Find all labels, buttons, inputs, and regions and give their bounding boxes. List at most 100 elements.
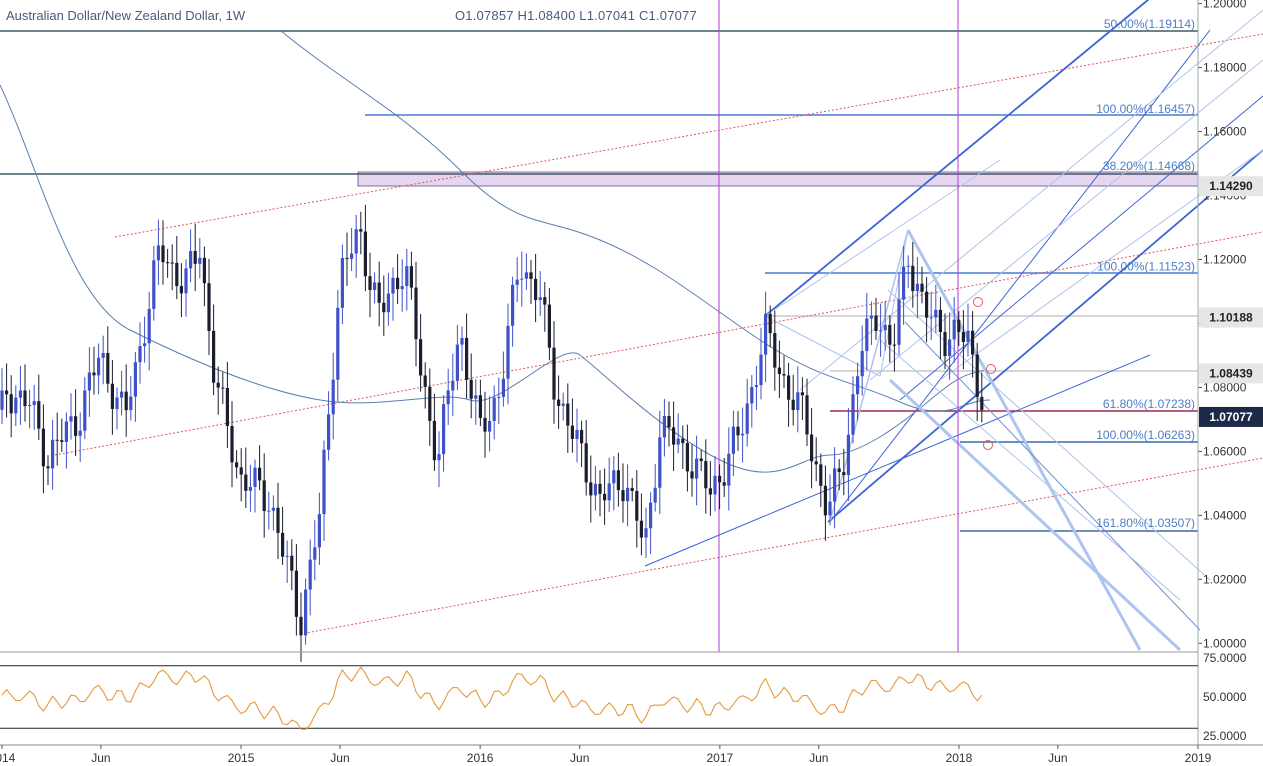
channel-line [299, 457, 1263, 635]
candle [221, 372, 225, 404]
candle [777, 340, 781, 399]
candle [409, 251, 413, 300]
candle [902, 246, 906, 325]
candle [428, 368, 432, 446]
price-tag: 1.08439 [1199, 363, 1263, 384]
candle [294, 544, 298, 636]
candle [258, 445, 262, 491]
candle [290, 539, 294, 591]
candle [345, 232, 349, 286]
candle [639, 493, 643, 556]
candle [814, 437, 818, 482]
price-tag: 1.14290 [1199, 176, 1263, 197]
candle [106, 326, 110, 393]
candle [879, 303, 883, 357]
candle [934, 284, 938, 333]
candle [156, 219, 160, 285]
candle [980, 372, 984, 423]
candle [915, 257, 919, 319]
candle [133, 352, 137, 422]
candle [690, 444, 694, 497]
candle [773, 310, 777, 391]
x-tick-label: 2015 [228, 751, 255, 765]
candle [708, 461, 712, 516]
chart-title: Australian Dollar/New Zealand Dollar, 1W [6, 8, 246, 23]
candle [124, 364, 128, 437]
candle [952, 296, 956, 363]
candle [856, 362, 860, 421]
candle [649, 492, 653, 555]
candle [212, 304, 216, 396]
candle [391, 267, 395, 321]
candle [225, 361, 229, 448]
candle [451, 353, 455, 417]
candle [331, 352, 335, 440]
y-tick-label: 1.12000 [1203, 252, 1247, 266]
candle [271, 495, 275, 531]
candle [920, 266, 924, 304]
candle [248, 464, 252, 512]
candle [593, 465, 597, 511]
candle [547, 288, 551, 361]
candle [828, 474, 832, 526]
candle [782, 355, 786, 389]
pivot-marker [983, 440, 993, 450]
candle [414, 261, 418, 367]
x-tick-label: Jun [809, 751, 828, 765]
candle [511, 276, 515, 347]
candle [189, 229, 193, 283]
y-tick-label: 1.04000 [1203, 508, 1247, 522]
candle [957, 311, 961, 346]
candle [455, 324, 459, 391]
x-tick-label: 2019 [1185, 751, 1212, 765]
rsi-tick-label: 50.0000 [1203, 690, 1247, 704]
candle [432, 393, 436, 471]
rsi-tick-label: 25.0000 [1203, 729, 1247, 743]
y-tick-label: 1.20000 [1203, 0, 1247, 11]
candle [64, 412, 68, 469]
candle [166, 248, 170, 278]
candle [851, 376, 855, 444]
candle [966, 303, 970, 357]
candle [308, 539, 312, 616]
candle [695, 435, 699, 506]
candle [745, 378, 749, 447]
candle [971, 311, 975, 378]
price-tag-label: 1.07077 [1209, 410, 1253, 424]
candle [9, 375, 13, 438]
candle [386, 272, 390, 326]
candle [78, 412, 82, 462]
pitchfork-line [904, 321, 1201, 631]
candle [796, 366, 800, 433]
candle [552, 321, 556, 424]
candle [129, 375, 133, 421]
candle [230, 401, 234, 488]
candle [83, 377, 87, 440]
candle [524, 253, 528, 290]
y-tick-label: 1.16000 [1203, 125, 1247, 139]
candle [363, 204, 367, 292]
candle [764, 291, 768, 382]
x-tick-label: Jun [570, 751, 589, 765]
candle [566, 383, 570, 453]
candle [561, 392, 565, 421]
candle [704, 439, 708, 514]
candle [340, 244, 344, 325]
candle [478, 379, 482, 427]
candle [520, 251, 524, 307]
price-tag: 1.10188 [1199, 307, 1263, 328]
pitchfork-line [879, 339, 1181, 601]
fib-label: 100.00%(1.11523) [1097, 260, 1195, 274]
candle [110, 360, 114, 435]
candle [506, 303, 510, 405]
candle [382, 275, 386, 336]
y-tick-label: 1.02000 [1203, 572, 1247, 586]
candle [138, 322, 142, 384]
fib-label: 50.00%(1.19114) [1104, 17, 1195, 31]
candle [860, 325, 864, 396]
candle [460, 326, 464, 372]
candle [869, 301, 873, 345]
candle [244, 447, 248, 508]
candle [0, 368, 4, 425]
